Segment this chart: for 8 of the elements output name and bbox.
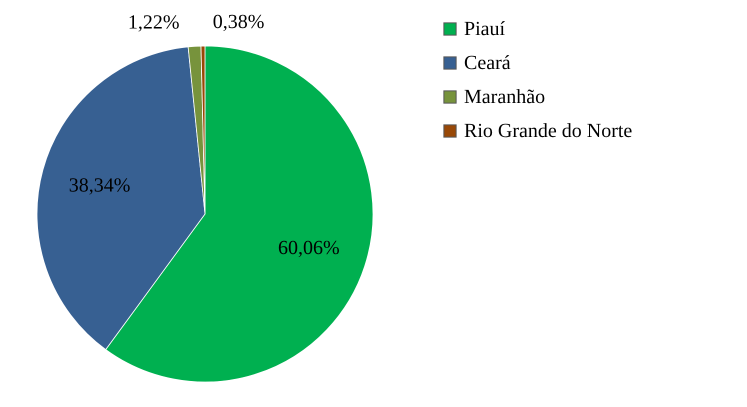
data-label: 38,34% <box>68 174 130 196</box>
legend-label: Piauí <box>464 18 506 40</box>
legend-label: Rio Grande do Norte <box>464 120 632 142</box>
legend-label: Ceará <box>464 52 511 74</box>
legend-label: Maranhão <box>464 86 546 108</box>
data-label: 1,22% <box>128 11 180 34</box>
data-label: 60,06% <box>278 236 340 259</box>
data-label: 0,38% <box>212 11 264 34</box>
